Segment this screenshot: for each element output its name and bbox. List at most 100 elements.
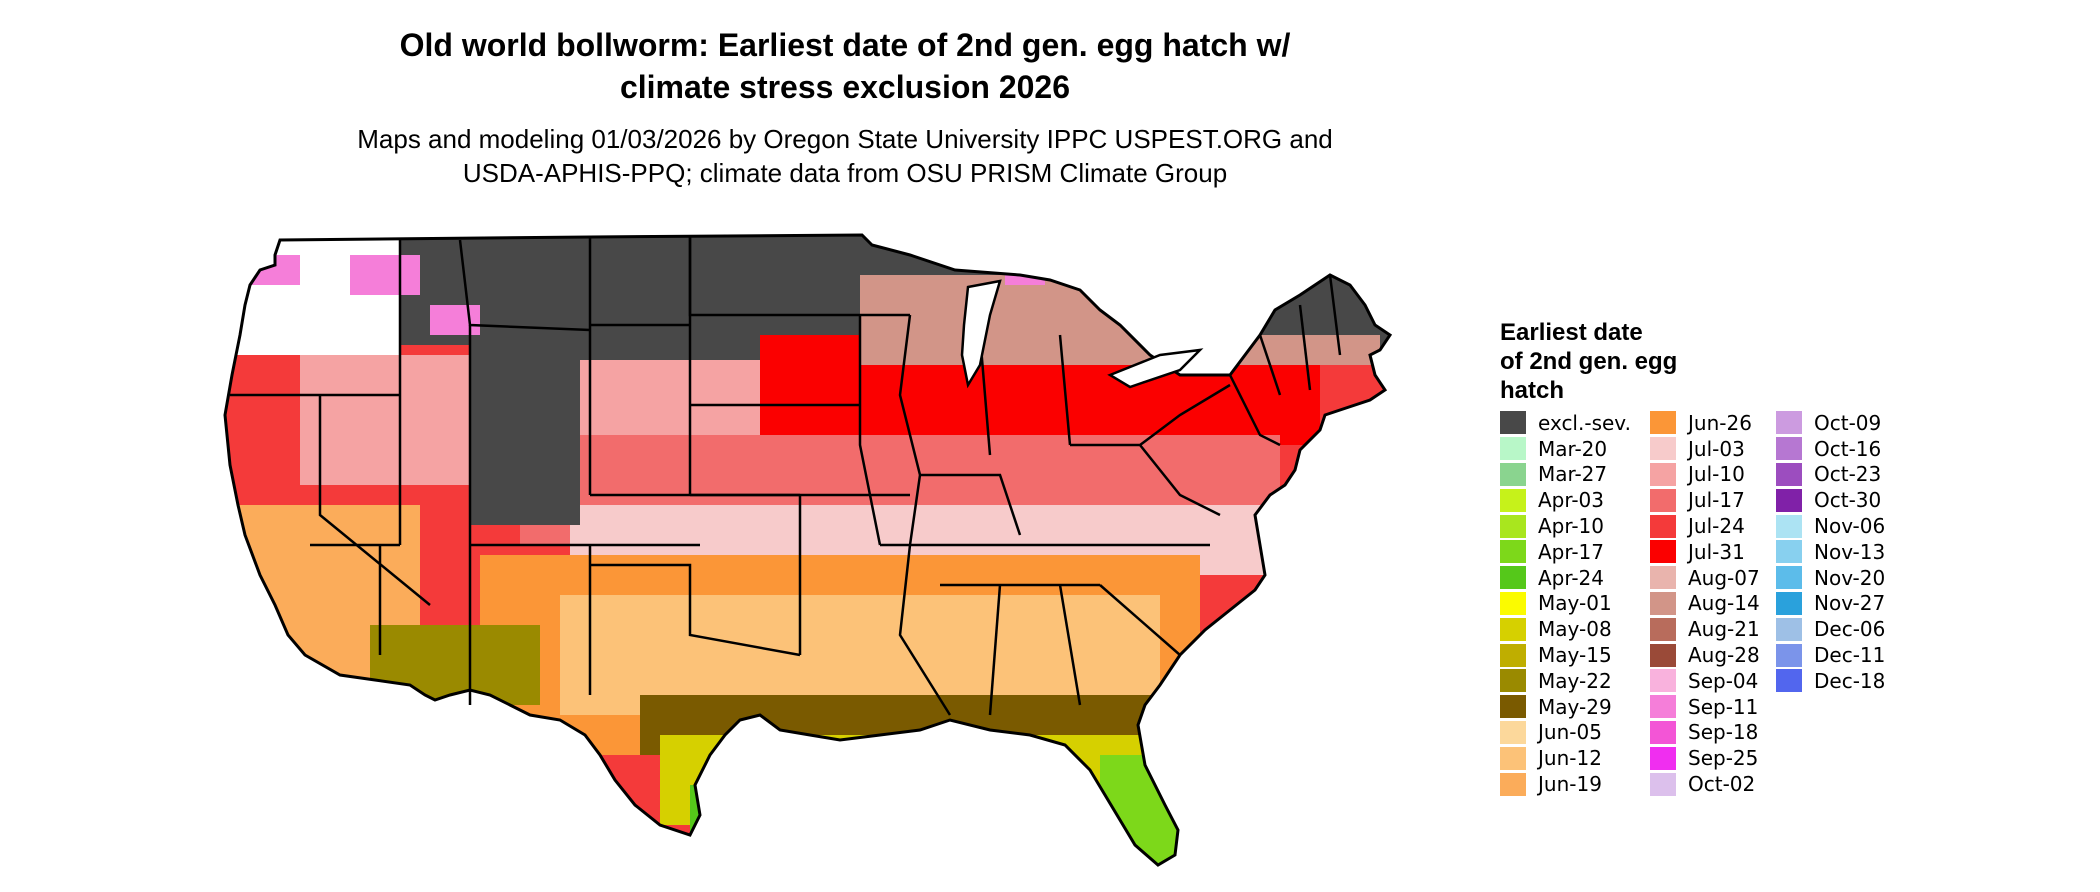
legend-label: Sep-11	[1688, 694, 1759, 719]
legend-label: Jul-31	[1688, 539, 1745, 564]
legend-swatch	[1500, 462, 1526, 486]
legend-item: Jun-19	[1500, 771, 1631, 797]
region-mountain-magenta-2	[350, 255, 420, 295]
legend-label: Oct-02	[1688, 772, 1756, 797]
map-subtitle: Maps and modeling 01/03/2026 by Oregon S…	[0, 122, 1690, 190]
legend-item: Oct-09	[1776, 410, 1885, 436]
legend-swatch	[1500, 617, 1526, 641]
legend-label: Mar-27	[1538, 462, 1608, 487]
legend-item: Aug-28	[1650, 642, 1760, 668]
legend-swatch	[1500, 772, 1526, 796]
legend-swatch	[1776, 540, 1802, 564]
legend-item: Apr-24	[1500, 565, 1631, 591]
legend-swatch	[1776, 617, 1802, 641]
legend-item: Mar-27	[1500, 462, 1631, 488]
legend-swatch	[1500, 695, 1526, 719]
state-borders	[230, 235, 1342, 716]
legend-title-line3: hatch	[1500, 377, 1565, 404]
legend-item: Oct-23	[1776, 462, 1885, 488]
legend-item: May-01	[1500, 591, 1631, 617]
legend-swatch	[1776, 411, 1802, 435]
map-subtitle-line1: Maps and modeling 01/03/2026 by Oregon S…	[357, 124, 1333, 154]
legend-item: Dec-18	[1776, 668, 1885, 694]
legend-swatch	[1650, 617, 1676, 641]
legend-swatch	[1500, 591, 1526, 615]
legend-swatch	[1650, 695, 1676, 719]
legend-item: Jul-24	[1650, 513, 1760, 539]
legend-item: Jun-26	[1650, 410, 1760, 436]
legend-label: Jul-24	[1688, 514, 1745, 539]
legend-item: May-29	[1500, 694, 1631, 720]
legend-swatch	[1650, 488, 1676, 512]
legend-label: Nov-20	[1814, 565, 1886, 590]
region-gulf-yellow	[660, 735, 1160, 825]
legend-title-line1: Earliest date	[1500, 319, 1643, 346]
legend-swatch	[1500, 746, 1526, 770]
region-northeast-excluded	[1260, 255, 1390, 335]
legend-column-3: Oct-09 Oct-16 Oct-23 Oct-30 Nov-06 Nov-13 Nov-…	[1776, 410, 1885, 694]
legend-item: May-22	[1500, 668, 1631, 694]
legend-swatch	[1650, 772, 1676, 796]
region-florida-green	[1100, 755, 1190, 865]
legend-swatch	[1650, 462, 1676, 486]
legend-item: Jun-05	[1500, 720, 1631, 746]
legend-swatch	[1500, 437, 1526, 461]
legend-item: May-15	[1500, 642, 1631, 668]
legend-swatch	[1650, 566, 1676, 590]
legend-label: Sep-25	[1688, 746, 1759, 771]
legend-swatch	[1776, 643, 1802, 667]
legend-label: May-08	[1538, 617, 1612, 642]
legend-swatch	[1650, 514, 1676, 538]
legend-item: Mar-20	[1500, 436, 1631, 462]
map-title-line1: Old world bollworm: Earliest date of 2nd…	[399, 27, 1291, 63]
legend-swatch	[1500, 720, 1526, 744]
legend-item: Aug-14	[1650, 591, 1760, 617]
legend-label: Dec-06	[1814, 617, 1886, 642]
legend-item: Jul-31	[1650, 539, 1760, 565]
legend-swatch	[1500, 411, 1526, 435]
legend-swatch	[1500, 514, 1526, 538]
legend-label: May-22	[1538, 668, 1612, 693]
legend-swatch	[1776, 488, 1802, 512]
legend-item: Apr-17	[1500, 539, 1631, 565]
legend-item: Oct-02	[1650, 771, 1760, 797]
legend-label: Apr-03	[1538, 488, 1604, 513]
legend-item: Aug-21	[1650, 616, 1760, 642]
legend-swatch	[1500, 488, 1526, 512]
legend-label: Nov-27	[1814, 591, 1886, 616]
legend-label: Aug-28	[1688, 643, 1760, 668]
legend-swatch	[1650, 746, 1676, 770]
legend-label: Oct-09	[1814, 410, 1882, 435]
legend-swatch	[1776, 437, 1802, 461]
legend-label: Jun-19	[1538, 772, 1602, 797]
legend-label: May-15	[1538, 643, 1612, 668]
map-subtitle-line2: USDA-APHIS-PPQ; climate data from OSU PR…	[462, 158, 1228, 188]
legend-item: Sep-18	[1650, 720, 1760, 746]
legend-label: Nov-06	[1814, 514, 1886, 539]
legend-label: Sep-18	[1688, 720, 1759, 745]
legend-label: Oct-16	[1814, 436, 1882, 461]
legend-item: Oct-16	[1776, 436, 1885, 462]
legend-swatch	[1650, 669, 1676, 693]
legend-label: Sep-04	[1688, 668, 1759, 693]
legend-item: Sep-04	[1650, 668, 1760, 694]
legend-label: Dec-11	[1814, 643, 1886, 668]
legend-item: Jul-03	[1650, 436, 1760, 462]
legend-swatch	[1500, 643, 1526, 667]
legend-item: Sep-25	[1650, 745, 1760, 771]
legend-label: Jul-03	[1688, 436, 1745, 461]
legend-title: Earliest date of 2nd gen. egg hatch	[1500, 318, 1760, 405]
legend-item: Nov-20	[1776, 565, 1885, 591]
legend-label: Aug-21	[1688, 617, 1760, 642]
legend-item: Sep-11	[1650, 694, 1760, 720]
legend-swatch	[1650, 540, 1676, 564]
legend-label: May-29	[1538, 694, 1612, 719]
great-lakes-michigan	[960, 279, 1002, 389]
legend-item: Jul-17	[1650, 487, 1760, 513]
legend-label: Oct-30	[1814, 488, 1882, 513]
legend-item: Apr-10	[1500, 513, 1631, 539]
legend-swatch	[1650, 720, 1676, 744]
legend-label: May-01	[1538, 591, 1612, 616]
legend-item: Jul-10	[1650, 462, 1760, 488]
legend-label: Jun-05	[1538, 720, 1602, 745]
